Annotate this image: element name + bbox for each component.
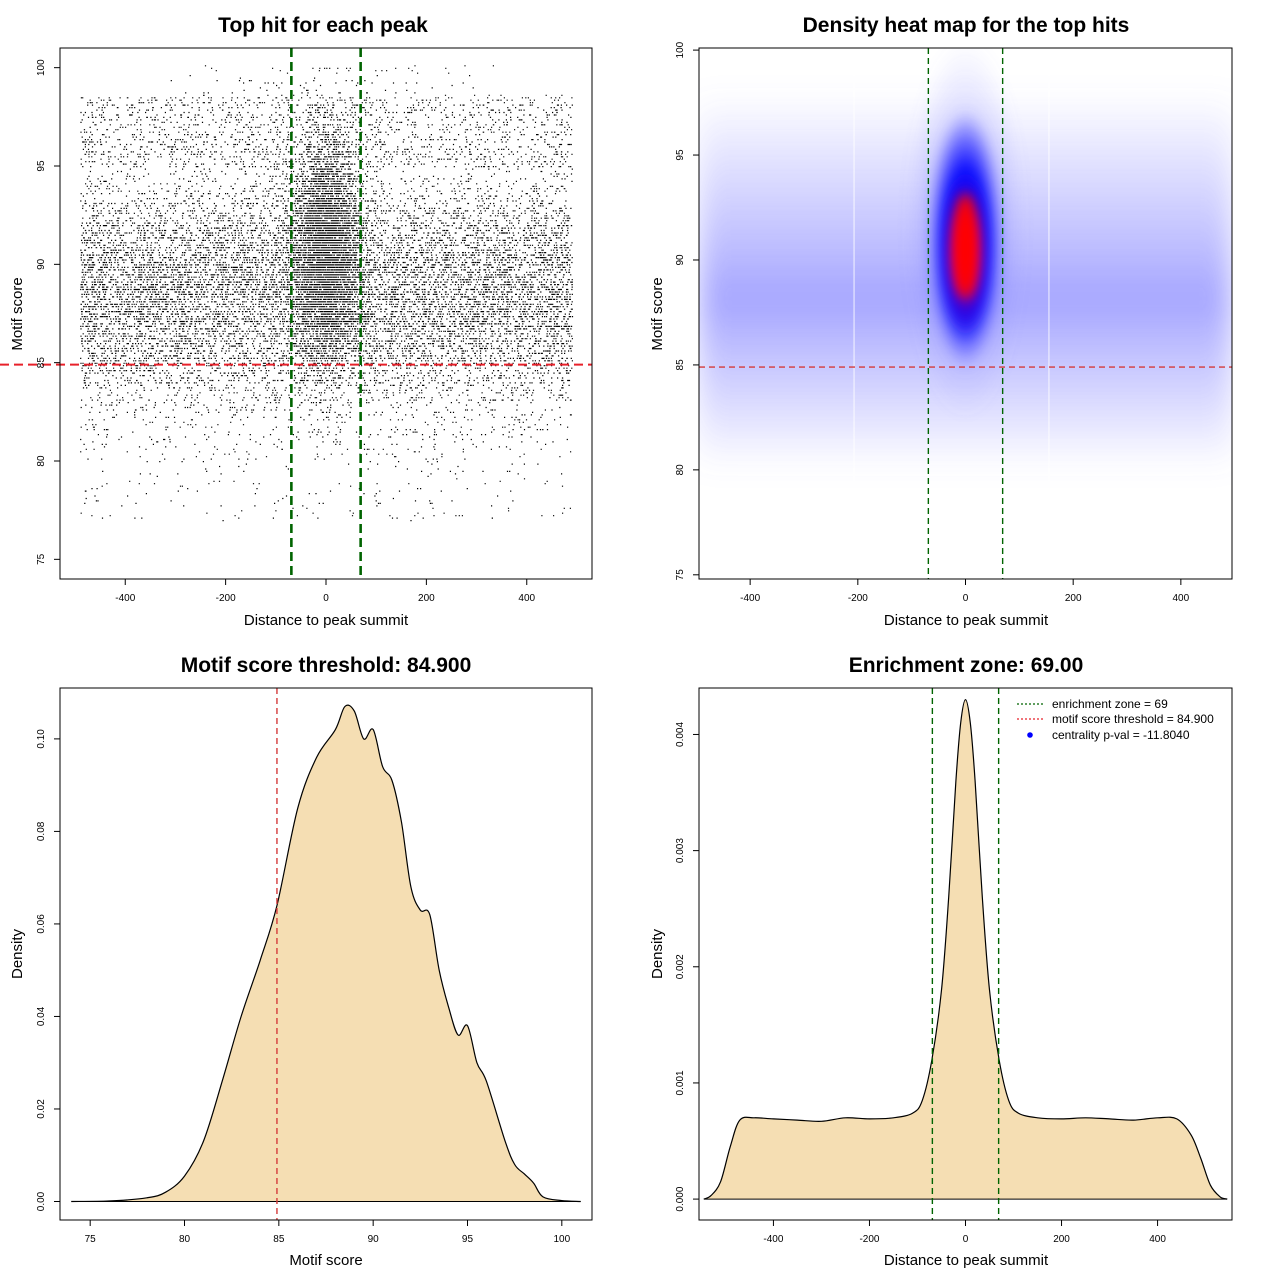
- enrichment-density-panel: Enrichment zone: 69.00 -400 -200 0 200 400 0…: [649, 654, 1233, 1269]
- y-tick-label: 0.10: [36, 729, 47, 749]
- score-density-x-axis: 75 80 85 90 95 100: [85, 1220, 571, 1245]
- score-density-y-axis-label: Density: [9, 928, 26, 979]
- y-tick-label: 0.002: [675, 954, 686, 979]
- score-density-panel: Motif score threshold: 84.900 75 80 85 90 95…: [9, 654, 593, 1269]
- score-density-x-axis-label: Motif score: [289, 1252, 362, 1269]
- heatmap-title: Density heat map for the top hits: [803, 14, 1130, 37]
- y-tick-label: 90: [36, 258, 47, 270]
- enrichment-density-curve: [703, 698, 1228, 1200]
- y-tick-label: 0.00: [36, 1191, 47, 1211]
- x-tick-label: 400: [1149, 1234, 1166, 1245]
- legend-threshold-label: motif score threshold = 84.900: [1052, 712, 1214, 726]
- x-tick-label: -200: [848, 593, 868, 604]
- y-tick-label: 0.08: [36, 821, 47, 841]
- score-density-y-axis: 0.00 0.02 0.04 0.06 0.08 0.10: [36, 729, 60, 1211]
- x-tick-label: 0: [963, 593, 969, 604]
- x-tick-label: 80: [179, 1234, 191, 1245]
- y-tick-label: 0.004: [675, 722, 686, 747]
- scatter-x-axis: -400 -200 0 200 400: [115, 579, 536, 604]
- y-tick-label: 0.06: [36, 914, 47, 934]
- legend-pval-label: centrality p-val = -11.8040: [1052, 728, 1190, 742]
- x-tick-label: 75: [85, 1234, 97, 1245]
- x-tick-label: -400: [763, 1234, 783, 1245]
- y-tick-label: 0.000: [675, 1186, 686, 1211]
- enrichment-legend: enrichment zone = 69 motif score thresho…: [1017, 697, 1214, 742]
- x-tick-label: 200: [1065, 593, 1082, 604]
- x-tick-label: 85: [273, 1234, 285, 1245]
- density-fill: [703, 699, 1228, 1200]
- score-density-plot-frame: [59, 687, 593, 1221]
- x-tick-label: 90: [368, 1234, 380, 1245]
- y-tick-label: 80: [675, 464, 686, 476]
- scatter-title: Top hit for each peak: [218, 14, 428, 37]
- y-tick-label: 0.003: [675, 838, 686, 863]
- y-tick-label: 80: [36, 455, 47, 467]
- y-tick-label: 90: [675, 254, 686, 266]
- y-tick-label: 75: [36, 553, 47, 565]
- density-line: [703, 698, 1228, 1200]
- x-tick-label: 400: [518, 593, 535, 604]
- enrichment-density-y-axis-label: Density: [649, 928, 666, 979]
- x-tick-label: 400: [1173, 593, 1190, 604]
- x-tick-label: -200: [859, 1234, 879, 1245]
- heatmap-reference-lines: [699, 48, 1232, 579]
- heatmap-x-axis: -400 -200 0 200 400: [740, 579, 1190, 604]
- heatmap-y-axis: 75 80 85 90 95 100: [675, 41, 699, 580]
- x-tick-label: 200: [418, 593, 435, 604]
- x-tick-label: 95: [462, 1234, 474, 1245]
- density-fill: [71, 705, 581, 1202]
- y-tick-label: 75: [675, 569, 686, 581]
- density-heatmap: [699, 48, 1232, 579]
- score-density-title: Motif score threshold: 84.900: [181, 654, 472, 677]
- scatter-panel: Top hit for each peak -400 -200 0 200 400 75…: [0, 14, 593, 629]
- scatter-point: [80, 65, 574, 522]
- y-tick-label: 0.04: [36, 1006, 47, 1026]
- scatter-points: [80, 65, 574, 522]
- y-tick-label: 85: [36, 357, 47, 369]
- enrichment-density-x-axis: -400 -200 0 200 400: [763, 1220, 1166, 1245]
- x-tick-label: 0: [963, 1234, 969, 1245]
- scatter-y-axis: 75 80 85 90 95 100: [36, 59, 60, 565]
- heatmap-y-axis-label: Motif score: [649, 277, 666, 350]
- scatter-x-axis-label: Distance to peak summit: [244, 612, 409, 629]
- heatmap-panel: Density heat map for the top hits -400 -2…: [649, 14, 1233, 629]
- x-tick-label: 100: [553, 1234, 570, 1245]
- enrichment-density-title: Enrichment zone: 69.00: [849, 654, 1084, 677]
- y-tick-label: 95: [36, 160, 47, 172]
- heatmap-hotspot: [953, 193, 978, 298]
- legend-pval-dot: [1027, 732, 1033, 738]
- y-tick-label: 100: [675, 41, 686, 58]
- x-tick-label: -400: [740, 593, 760, 604]
- y-tick-label: 100: [36, 59, 47, 76]
- x-tick-label: -400: [115, 593, 135, 604]
- y-tick-label: 0.001: [675, 1070, 686, 1095]
- enrichment-zone-lines: [931, 688, 1000, 1220]
- score-density-curve: [71, 704, 581, 1203]
- x-tick-label: 0: [323, 593, 329, 604]
- density-line: [71, 704, 581, 1203]
- y-tick-label: 85: [675, 359, 686, 371]
- scatter-reference-lines: [0, 48, 592, 579]
- enrichment-density-x-axis-label: Distance to peak summit: [884, 1252, 1049, 1269]
- x-tick-label: 200: [1053, 1234, 1070, 1245]
- y-tick-label: 0.02: [36, 1099, 47, 1119]
- legend-enrichment-zone-label: enrichment zone = 69: [1052, 697, 1168, 711]
- heatmap-x-axis-label: Distance to peak summit: [884, 612, 1049, 629]
- y-tick-label: 95: [675, 149, 686, 161]
- enrichment-density-y-axis: 0.000 0.001 0.002 0.003 0.004: [675, 722, 699, 1212]
- x-tick-label: -200: [216, 593, 236, 604]
- scatter-y-axis-label: Motif score: [9, 277, 26, 350]
